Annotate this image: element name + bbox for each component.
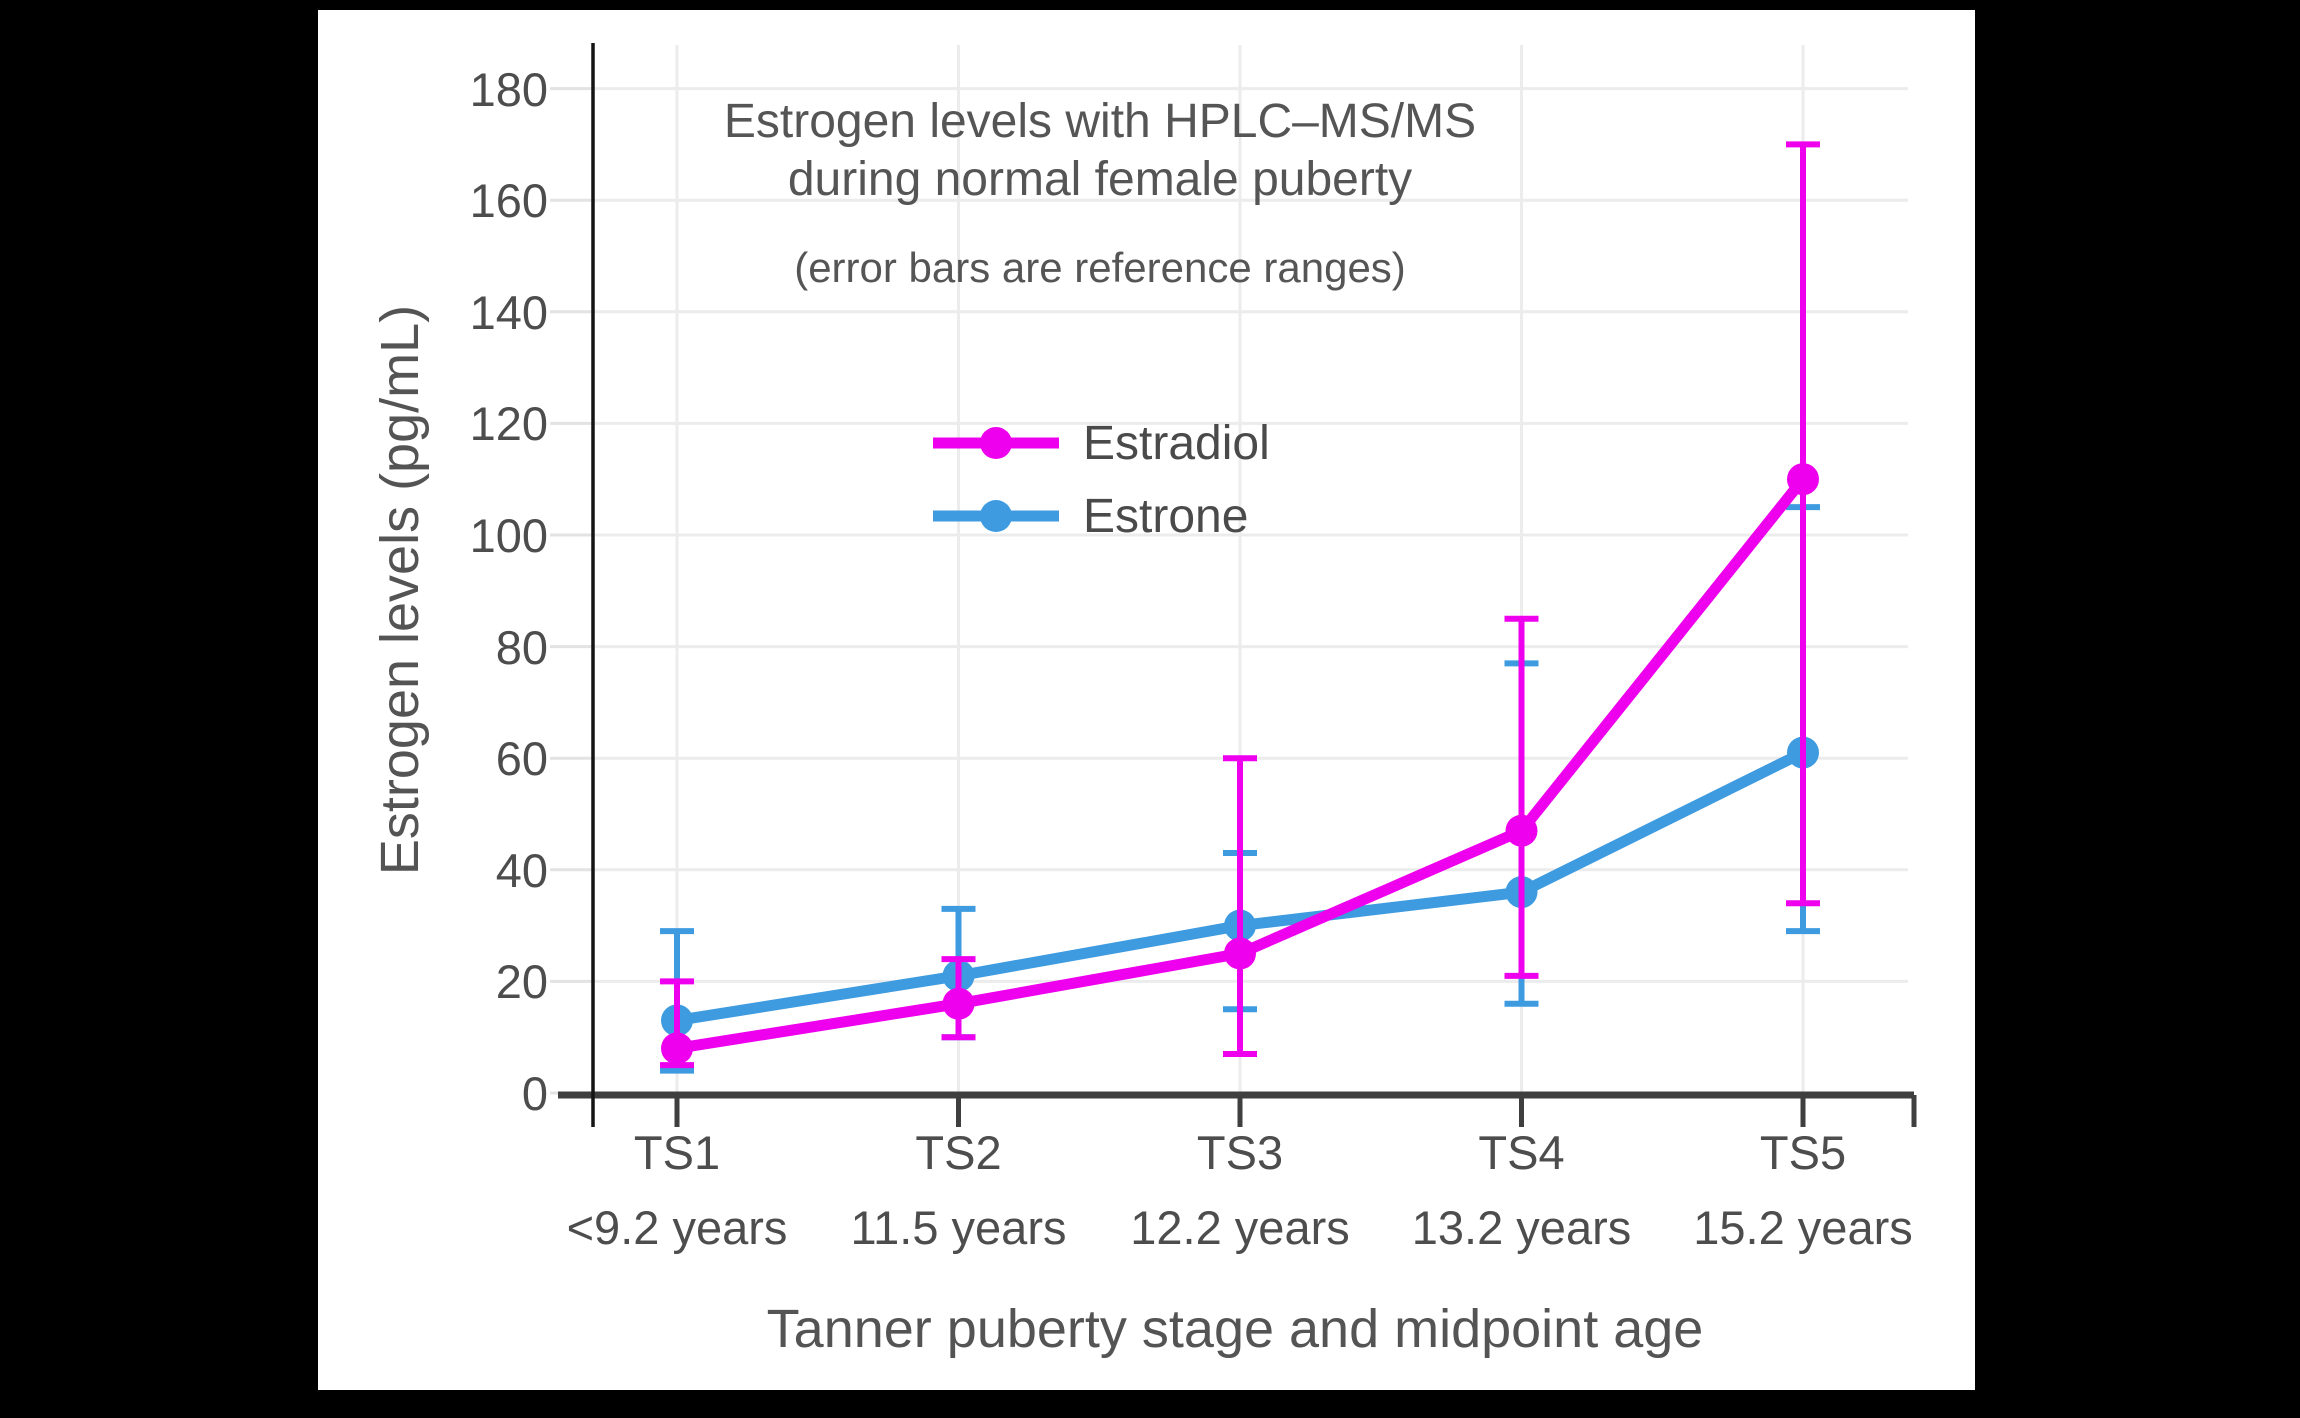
x-age-label: 13.2 years bbox=[1411, 1201, 1632, 1254]
legend-row-estradiol: Estradiol bbox=[933, 411, 1270, 475]
y-tick-label: 180 bbox=[469, 62, 548, 116]
y-tick-label: 0 bbox=[521, 1067, 548, 1120]
estradiol-data-point bbox=[1224, 937, 1256, 970]
y-tick-label: 20 bbox=[495, 955, 548, 1009]
y-tick-label: 160 bbox=[469, 174, 548, 228]
y-tick-label: 140 bbox=[469, 285, 548, 339]
legend-label-estrone: Estrone bbox=[1083, 489, 1249, 543]
estradiol-data-point bbox=[661, 1032, 693, 1065]
estradiol-data-point bbox=[1505, 814, 1538, 847]
y-tick-label: 120 bbox=[469, 397, 548, 451]
y-tick-label: 60 bbox=[495, 732, 548, 786]
estradiol-data-point bbox=[942, 987, 975, 1020]
y-tick-label: 80 bbox=[495, 620, 548, 674]
legend-swatch-marker bbox=[980, 427, 1012, 459]
x-axis-title: Tanner puberty stage and midpoint age bbox=[766, 1299, 1704, 1359]
chart-title-line1: Estrogen levels with HPLC–MS/MS bbox=[723, 95, 1477, 148]
x-age-label: 12.2 years bbox=[1130, 1201, 1350, 1254]
legend-swatch-marker bbox=[980, 500, 1012, 532]
x-stage-label: TS5 bbox=[1759, 1126, 1847, 1179]
chart-title-line2: during normal female puberty bbox=[787, 153, 1413, 206]
x-age-label: 11.5 years bbox=[850, 1201, 1067, 1254]
legend-row-estrone: Estrone bbox=[933, 484, 1248, 548]
x-age-label: <9.2 years bbox=[566, 1201, 788, 1254]
chart-subtitle: (error bars are reference ranges) bbox=[794, 244, 1406, 291]
x-stage-label: TS4 bbox=[1478, 1126, 1565, 1179]
x-stage-label: TS2 bbox=[915, 1126, 1002, 1179]
y-tick-label: 40 bbox=[495, 843, 548, 897]
x-stage-label: TS3 bbox=[1196, 1126, 1284, 1179]
y-axis-title: Estrogen levels (pg/mL) bbox=[370, 304, 430, 876]
estradiol-data-point bbox=[1787, 463, 1819, 496]
x-age-label: 15.2 years bbox=[1693, 1201, 1913, 1254]
legend-label-estradiol: Estradiol bbox=[1083, 416, 1270, 470]
x-stage-label: TS1 bbox=[633, 1126, 721, 1179]
estrone-line-marker-swatch bbox=[933, 500, 1059, 532]
y-tick-label: 100 bbox=[469, 509, 548, 562]
estradiol-line-marker-swatch bbox=[933, 427, 1059, 459]
